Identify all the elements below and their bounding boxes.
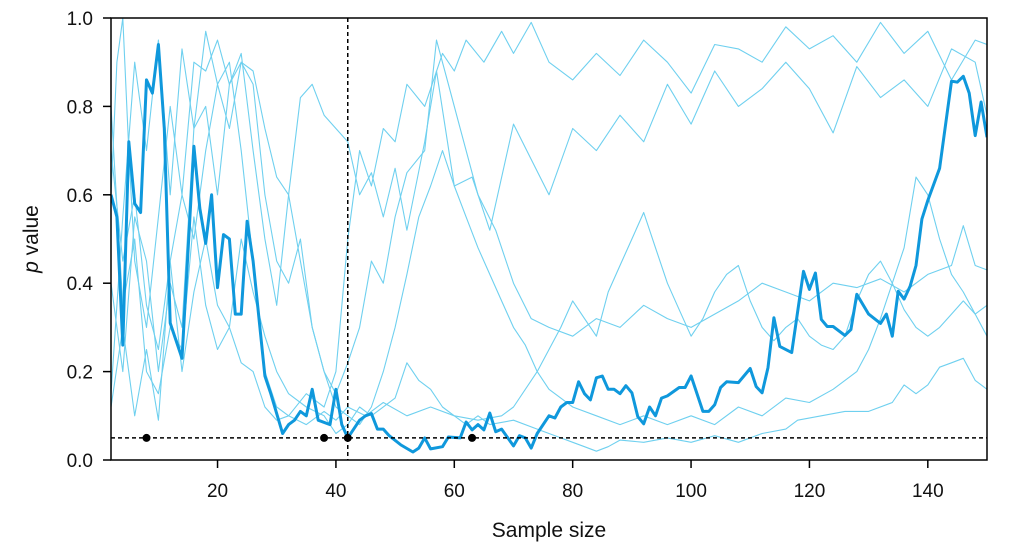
- x-tick-label: 120: [794, 481, 826, 502]
- y-tick-label: 0.8: [67, 97, 93, 118]
- y-tick-label: 0.0: [67, 451, 93, 472]
- significance-crossing-point: [343, 433, 352, 442]
- axes: 20 40 60 80 100 120 140 0.0 0.2 0.4 0.6 0.8 1.0: [67, 9, 944, 502]
- y-tick-label: 1.0: [67, 9, 93, 30]
- y-tick-label: 0.2: [67, 363, 93, 384]
- y-axis-title-rest: value: [20, 205, 43, 261]
- series-line-run-7: [111, 18, 987, 426]
- reference-lines: [111, 18, 987, 460]
- significance-crossing-point: [142, 433, 151, 442]
- y-axis-title: p value: [20, 205, 43, 274]
- y-tick-label: 0.4: [67, 274, 94, 295]
- x-tick-label: 80: [562, 481, 583, 502]
- y-axis-title-p: p: [20, 261, 43, 274]
- series-line-run-4: [111, 238, 987, 452]
- x-tick-label: 100: [675, 481, 707, 502]
- series-line-run-5: [111, 39, 987, 395]
- x-tick-label: 60: [444, 481, 465, 502]
- x-tick-label: 20: [207, 481, 228, 502]
- series-line-run-6: [111, 106, 987, 426]
- significance-crossing-point: [320, 433, 329, 442]
- plot-frame: [110, 17, 988, 461]
- x-axis-title: Sample size: [492, 519, 606, 542]
- significance-crossing-point: [468, 433, 477, 442]
- highlighted-series-line: [111, 43, 987, 454]
- x-tick-label: 40: [325, 481, 346, 502]
- series-layer: [111, 18, 987, 454]
- series-line-run-3: [111, 48, 987, 373]
- y-tick-label: 0.6: [67, 186, 93, 207]
- series-line-run-2: [111, 21, 987, 417]
- x-tick-label: 140: [912, 481, 944, 502]
